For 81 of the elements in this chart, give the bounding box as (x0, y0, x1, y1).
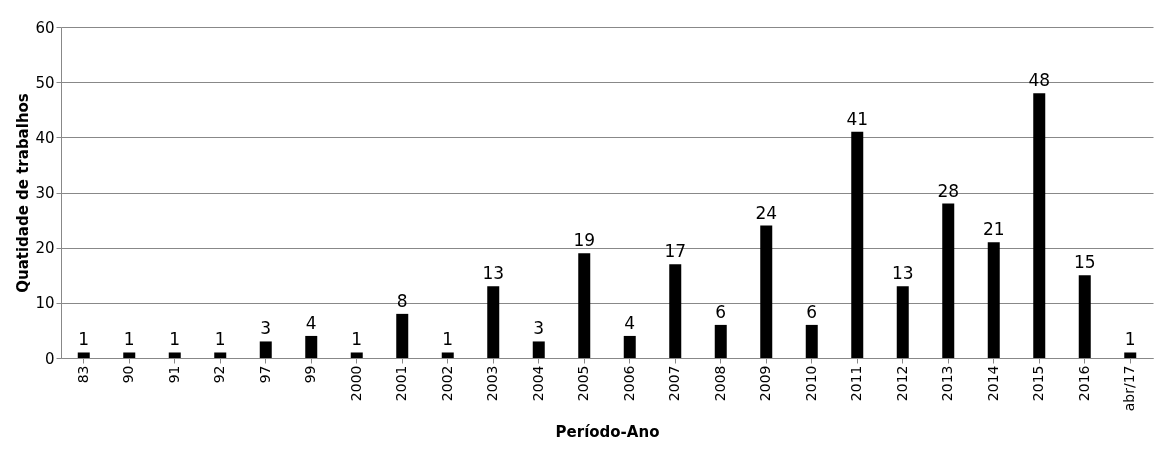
data-label: 1 (123, 329, 135, 350)
bar (123, 352, 136, 358)
bar (805, 324, 818, 358)
bar (396, 313, 409, 358)
x-tick-label: 2004 (529, 365, 546, 402)
data-label: 4 (305, 312, 317, 333)
bar (214, 352, 227, 358)
data-label: 24 (755, 202, 778, 223)
x-tick-label: 2008 (711, 365, 728, 402)
data-label: 4 (624, 312, 636, 333)
bar (1033, 93, 1046, 358)
x-tick-label: 99 (302, 365, 319, 384)
bar (623, 335, 636, 358)
bar (760, 225, 773, 358)
x-tick-label: abr/17 (1121, 365, 1138, 412)
y-tick-label: 40 (35, 128, 55, 147)
x-tick-label: 2002 (438, 365, 455, 402)
bar (1124, 352, 1137, 358)
y-tick-label: 30 (35, 184, 55, 202)
x-tick-label: 2006 (620, 365, 637, 402)
y-tick-label: 0 (44, 349, 55, 368)
x-tick-label: 2009 (757, 365, 774, 402)
bar (441, 352, 454, 358)
data-label: 17 (664, 241, 687, 262)
bar (487, 286, 500, 358)
data-label: 8 (396, 290, 408, 311)
data-label: 48 (1028, 70, 1051, 91)
bar (714, 324, 727, 358)
bar (350, 352, 363, 358)
bar (532, 341, 545, 358)
data-label: 1 (169, 329, 181, 350)
x-tick-label: 2003 (484, 365, 501, 402)
data-label: 1 (214, 329, 226, 350)
x-tick-label: 2001 (393, 365, 410, 402)
bar (259, 341, 272, 358)
x-tick-label: 2012 (893, 365, 910, 402)
x-tick-label: 91 (165, 365, 182, 384)
bar (942, 203, 955, 358)
y-axis-title: Quatidade de trabalhos (14, 93, 33, 293)
bar (77, 352, 90, 358)
data-label: 3 (260, 318, 272, 339)
x-tick-label: 2013 (939, 365, 956, 402)
bar (578, 253, 591, 358)
x-tick-label: 2011 (848, 365, 865, 402)
data-label: 21 (982, 219, 1005, 240)
data-label: 41 (846, 108, 869, 129)
x-tick-label: 2000 (347, 365, 364, 402)
data-label: 1 (1124, 329, 1136, 350)
data-label: 28 (937, 180, 960, 201)
y-tick-label: 50 (35, 73, 55, 92)
data-label: 13 (891, 263, 914, 284)
x-tick-label: 2007 (666, 365, 683, 402)
x-tick-label: 97 (256, 365, 273, 384)
x-tick-label: 2010 (802, 365, 819, 402)
bar (851, 131, 864, 358)
data-label: 6 (806, 301, 818, 322)
data-label: 1 (78, 329, 90, 350)
data-label: 13 (482, 263, 505, 284)
data-label: 3 (533, 318, 545, 339)
bar (305, 335, 318, 358)
data-label: 19 (573, 230, 596, 251)
x-tick-label: 2014 (984, 365, 1001, 402)
y-tick-label: 20 (35, 239, 55, 258)
y-tick-label: 60 (35, 18, 55, 37)
x-tick-label: 2005 (575, 365, 592, 402)
bar (987, 242, 1000, 358)
bar (896, 286, 909, 358)
x-tick-label: 92 (211, 365, 228, 384)
bar (669, 264, 682, 358)
data-label: 1 (442, 329, 454, 350)
x-tick-label: 2015 (1030, 365, 1047, 402)
bar (1078, 275, 1091, 358)
x-tick-label: 2016 (1075, 365, 1092, 402)
x-axis-title: Período-Ano (555, 423, 660, 442)
x-tick-label: 90 (120, 365, 137, 384)
data-label: 1 (351, 329, 363, 350)
data-label: 6 (715, 301, 727, 322)
data-label: 15 (1073, 252, 1096, 273)
bar (168, 352, 181, 358)
x-tick-label: 83 (74, 365, 91, 384)
y-tick-label: 10 (35, 294, 55, 313)
